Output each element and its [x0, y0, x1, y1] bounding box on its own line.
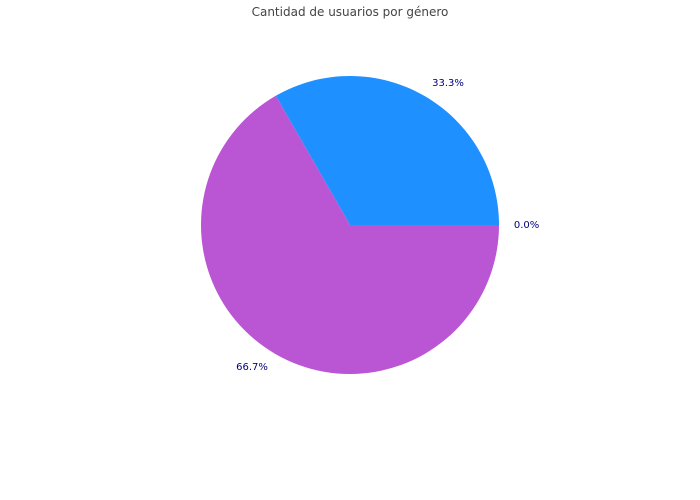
pie-slice-1 — [275, 75, 499, 225]
pie-slice-label-1: 33.3% — [432, 78, 464, 89]
chart-title: Cantidad de usuarios por género — [251, 5, 449, 19]
pie-slice-label-2: 66.7% — [236, 362, 268, 373]
pie-slice-2 — [201, 95, 500, 374]
pie-slice-label-0: 0.0% — [514, 220, 539, 231]
